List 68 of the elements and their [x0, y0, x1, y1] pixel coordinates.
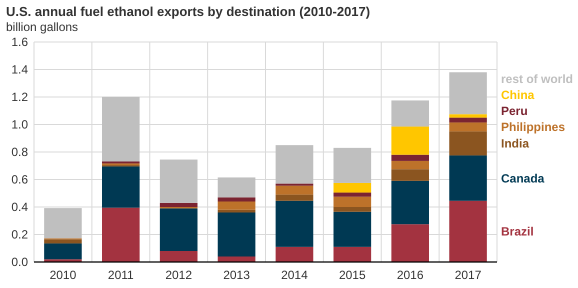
bar	[334, 196, 372, 207]
bar	[391, 180, 429, 224]
y-tick-label: 0.2	[11, 228, 28, 242]
bar	[218, 197, 256, 202]
series-label: rest of world	[501, 72, 574, 86]
bar	[449, 118, 487, 122]
bar	[44, 239, 82, 244]
x-tick-label: 2010	[50, 268, 77, 282]
y-tick-label: 1.6	[11, 35, 28, 50]
bar	[218, 212, 256, 256]
x-tick-label: 2013	[223, 268, 250, 282]
bar	[160, 160, 198, 203]
bar	[391, 169, 429, 181]
series-label: Brazil	[501, 224, 534, 239]
y-tick-label: 0.0	[11, 255, 28, 270]
x-tick-label: 2017	[454, 268, 482, 282]
y-tick-label: 1.0	[11, 118, 28, 132]
bar	[391, 154, 429, 161]
bar	[449, 155, 487, 201]
bar	[276, 186, 314, 195]
bar	[391, 160, 429, 170]
bar	[102, 208, 140, 262]
bar	[160, 208, 198, 251]
bar	[391, 100, 429, 127]
x-tick-label: 2016	[396, 268, 424, 282]
bar	[160, 251, 198, 262]
series-label: China	[501, 88, 535, 102]
bar	[334, 212, 372, 247]
bar	[334, 182, 372, 193]
y-tick-label: 0.8	[11, 145, 28, 160]
bar	[449, 131, 487, 156]
bar	[218, 177, 256, 198]
bar	[276, 194, 314, 201]
series-label: Philippines	[501, 120, 566, 134]
bar	[391, 224, 429, 262]
x-tick-label: 2012	[165, 268, 192, 282]
bar	[218, 210, 256, 212]
bar	[218, 256, 256, 262]
series-label: India	[501, 136, 530, 151]
bar	[276, 200, 314, 247]
chart-title: U.S. annual fuel ethanol exports by destination (2010-2017)	[6, 4, 370, 19]
bar	[102, 96, 140, 162]
y-tick-label: 1.2	[11, 90, 28, 104]
bar	[102, 166, 140, 208]
y-tick-label: 1.4	[11, 62, 28, 77]
bar	[391, 126, 429, 155]
bar	[44, 208, 82, 238]
bar	[449, 114, 487, 118]
y-tick-label: 0.6	[11, 172, 28, 187]
x-tick-label: 2011	[108, 268, 134, 282]
bar	[334, 192, 372, 197]
chart-subtitle: billion gallons	[6, 20, 78, 34]
bar	[449, 72, 487, 114]
bar	[334, 246, 372, 262]
bar	[334, 207, 372, 212]
bar	[218, 202, 256, 210]
x-tick-label: 2015	[338, 268, 366, 282]
series-label: Peru	[501, 104, 528, 118]
series-label: Canada	[501, 171, 545, 186]
x-tick-label: 2014	[281, 268, 308, 282]
bar	[160, 202, 198, 207]
bar	[449, 122, 487, 132]
bar	[449, 200, 487, 262]
bar	[44, 243, 82, 260]
bar	[276, 145, 314, 184]
y-tick-label: 0.4	[11, 200, 28, 214]
bar	[276, 246, 314, 262]
bar	[334, 148, 372, 183]
